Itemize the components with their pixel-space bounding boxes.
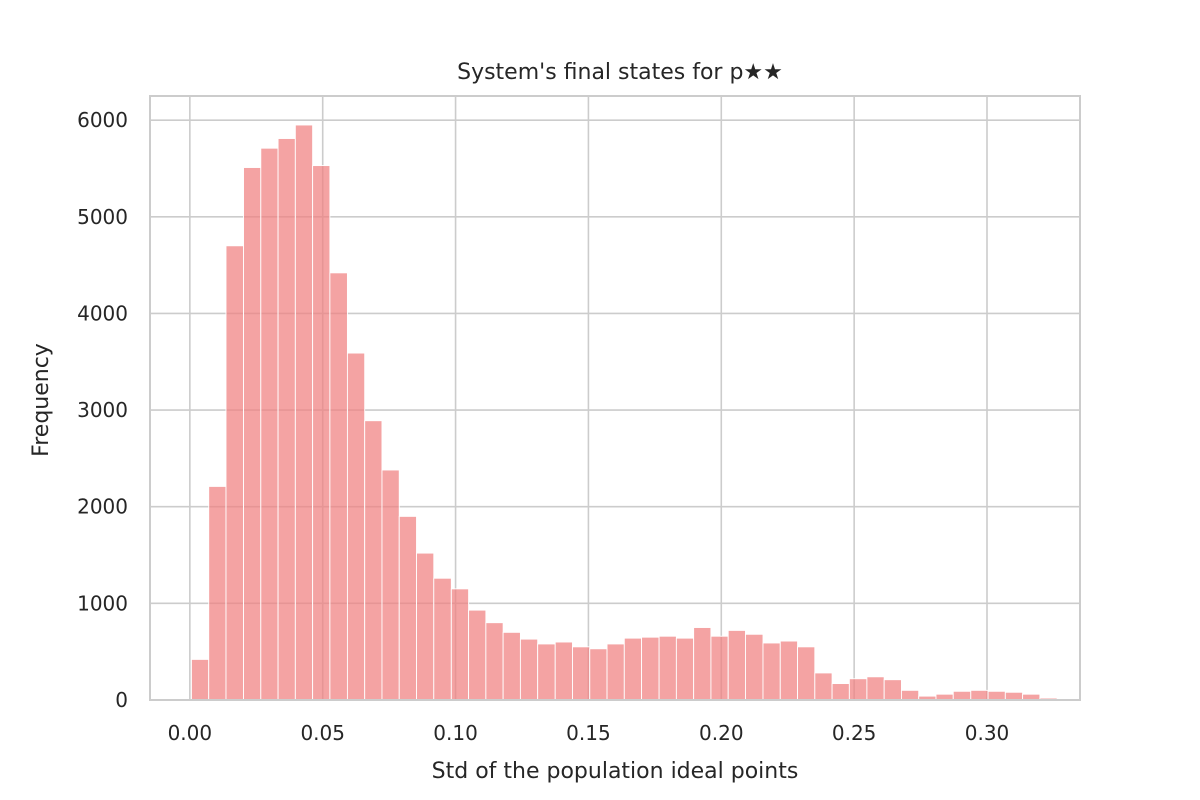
x-tick-label: 0.30 — [965, 721, 1010, 745]
y-tick-label: 3000 — [77, 398, 128, 422]
histogram-bar — [485, 622, 504, 701]
plot-frame — [149, 95, 1081, 701]
histogram-bar — [381, 469, 400, 701]
x-tick-label: 0.10 — [433, 721, 478, 745]
histogram-bar — [589, 648, 608, 701]
y-tick-label: 4000 — [77, 301, 128, 325]
histogram-bar — [554, 641, 573, 701]
histogram-bar — [277, 138, 296, 701]
x-tick-label: 0.05 — [300, 721, 345, 745]
histogram-bar — [312, 165, 331, 701]
y-axis-label: Frequency — [29, 343, 54, 457]
chart-title: System's final states for p★★ — [457, 60, 783, 85]
y-tick-label: 2000 — [77, 495, 128, 519]
histogram-bar — [710, 635, 729, 701]
histogram-bar — [797, 646, 816, 701]
histogram-bar — [468, 609, 487, 701]
x-tick-labels: 0.00 0.05 0.10 0.15 0.20 0.25 0.30 — [168, 721, 1010, 745]
histogram-bar — [970, 689, 989, 701]
histogram-bar — [208, 485, 227, 701]
histogram-bar — [346, 352, 366, 701]
x-tick-label: 0.00 — [168, 721, 213, 745]
y-tick-label: 6000 — [77, 108, 128, 132]
histogram-bars — [191, 124, 1058, 701]
histogram-bar — [502, 631, 521, 701]
histogram-bar — [329, 272, 348, 701]
histogram-bar — [745, 633, 764, 701]
histogram-bar — [987, 690, 1006, 701]
histogram-bar — [416, 552, 435, 701]
histogram-bar — [450, 588, 470, 701]
histogram-bar — [398, 515, 417, 701]
histogram-bar — [883, 679, 902, 701]
x-tick-label: 0.25 — [832, 721, 877, 745]
histogram-bar — [572, 646, 591, 701]
histogram-bar — [519, 638, 539, 701]
histogram-bar — [658, 635, 677, 701]
histogram-bar — [225, 245, 244, 701]
histogram-bar — [623, 637, 643, 701]
x-tick-label: 0.15 — [566, 721, 611, 745]
histogram-bar — [831, 683, 850, 701]
histogram-bar — [693, 627, 712, 701]
y-tick-label: 5000 — [77, 205, 128, 229]
histogram-bar — [675, 637, 695, 701]
histogram-bar — [641, 636, 660, 701]
histogram-bar — [294, 124, 314, 701]
histogram-bar — [606, 643, 625, 701]
y-tick-label: 1000 — [77, 591, 128, 615]
histogram-bar — [364, 420, 383, 701]
histogram-bar — [848, 678, 868, 701]
histogram-bar — [537, 643, 556, 701]
histogram-bar — [433, 577, 452, 701]
histogram-bar — [1004, 691, 1024, 701]
histogram-bar — [866, 676, 885, 701]
histogram-bar — [260, 147, 279, 701]
histogram-bar — [952, 690, 972, 701]
histogram-bar — [762, 642, 781, 701]
histogram-bar — [814, 672, 833, 701]
histogram-bar — [900, 689, 920, 701]
y-tick-label: 0 — [115, 688, 128, 712]
histogram-bar — [191, 658, 210, 701]
histogram-bar — [779, 640, 798, 701]
x-tick-label: 0.20 — [699, 721, 744, 745]
y-tick-labels: 0 1000 2000 3000 4000 5000 6000 — [77, 108, 128, 712]
histogram-bar — [243, 167, 262, 701]
x-axis-label: Std of the population ideal points — [432, 759, 799, 784]
histogram-bar — [727, 629, 746, 701]
